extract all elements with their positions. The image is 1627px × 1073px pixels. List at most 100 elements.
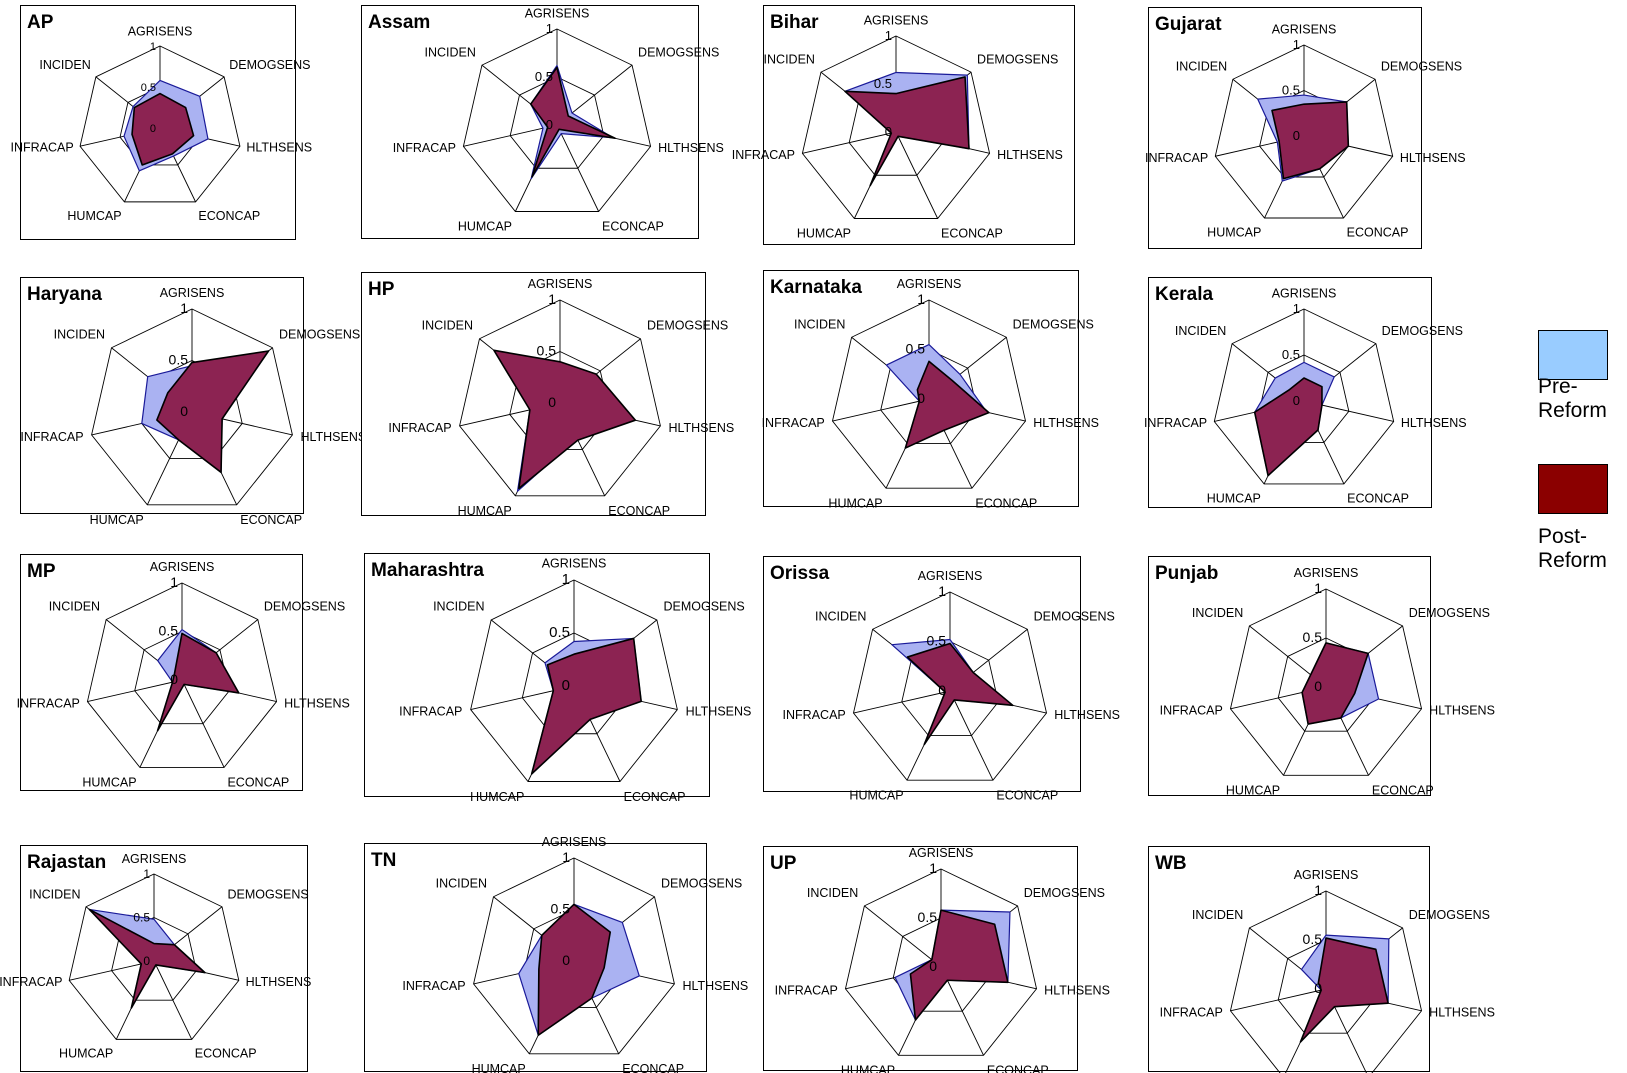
axis-label-inciden: INCIDEN [1192,606,1243,620]
grid-ring-outer [79,45,241,203]
tick-label: 0 [1293,393,1300,408]
axis-label-inciden: INCIDEN [422,319,473,333]
axis-label-inciden: INCIDEN [815,609,866,623]
panel-title: Rajastan [27,852,106,873]
axis-label-inciden: INCIDEN [54,328,105,342]
grid-ring-mid [509,76,605,169]
tick-label: 0 [1314,980,1322,996]
legend: Pre- Reform Post- Reform [1538,330,1627,630]
axis-label-econcap: ECONCAP [608,504,670,518]
axis-label-inciden: INCIDEN [49,600,100,614]
axis-label-agrisens: AGRISENS [1272,23,1337,37]
grid-ring-outer [852,591,1048,781]
axis-label-humcap: HUMCAP [458,504,512,518]
axis-label-hlthsens: HLTHSENS [300,430,366,444]
axis-label-humcap: HUMCAP [841,1063,895,1073]
tick-label: 0.5 [1282,83,1300,98]
axis-label-agrisens: AGRISENS [1294,566,1359,580]
axis-label-infracap: INFRACAP [399,704,462,718]
radar-svg-wb: 00.51AGRISENSDEMOGSENSHLTHSENSECONCAPHUM… [1155,853,1495,1073]
axis-label-econcap: ECONCAP [975,496,1037,510]
axis-label-infracap: INFRACAP [762,416,825,430]
series-post-reform-maharashtra [530,637,642,775]
spoke-econcap [181,679,225,768]
spoke-infracap [463,124,558,147]
axis-label-demogsens: DEMOGSENS [1381,60,1462,74]
tick-label: 0 [143,954,150,968]
tick-label: 0 [938,682,946,698]
axis-label-hlthsens: HLTHSENS [284,696,350,710]
axis-label-agrisens: AGRISENS [525,6,590,20]
axis-label-inciden: INCIDEN [1175,324,1226,338]
series-post-reform-rajastan [88,908,206,1009]
tick-label: 0 [929,958,937,974]
axis-label-infracap: INFRACAP [1144,416,1207,430]
series-post-reform-assam [529,66,616,178]
tick-label: 0 [170,671,178,687]
axis-label-hlthsens: HLTHSENS [1400,151,1466,165]
axis-label-humcap: HUMCAP [67,209,121,223]
tick-label: 0 [562,677,570,694]
axis-label-demogsens: DEMOGSENS [664,600,745,614]
axis-label-infracap: INFRACAP [10,141,73,155]
tick-label: 1 [1293,301,1300,316]
axis-label-econcap: ECONCAP [1347,226,1409,240]
axis-label-humcap: HUMCAP [470,790,524,804]
radar-panel-orissa: 0 0.5 1 AGRISENS DEMOGSENS HLTHSENS ECONCAP HUM… [763,556,1120,802]
tick-label: 0 [180,403,188,419]
tick-label: 0 [150,123,156,135]
axis-label-hlthsens: HLTHSENS [1044,984,1110,998]
axis-label-inciden: INCIDEN [764,52,815,66]
panel-title: Kerala [1155,284,1214,305]
tick-label: 1 [150,41,156,53]
axis-label-agrisens: AGRISENS [1272,287,1337,301]
series-post-reform-up [909,909,1009,1021]
panel-title: Punjab [1155,563,1218,584]
grid-ring-outer [91,308,293,506]
series-post-reform-bihar [844,76,970,187]
axis-label-hlthsens: HLTHSENS [1429,1006,1495,1020]
tick-label: 0.5 [551,901,571,917]
axis-label-humcap: HUMCAP [1226,783,1280,797]
axis-label-humcap: HUMCAP [90,513,144,527]
radar-panel-mp: 0 0.5 1 AGRISENS DEMOGSENS HLTHSENS ECONCAP HUM… [17,554,350,791]
axis-label-demogsens: DEMOGSENS [1409,908,1490,922]
axis-label-hlthsens: HLTHSENS [686,704,752,718]
grid-ring-outer [459,299,661,497]
series-post-reform-karnataka [904,360,990,449]
axis-label-inciden: INCIDEN [436,877,487,891]
axis-label-econcap: ECONCAP [622,1062,684,1073]
tick-label: 0.5 [1303,629,1323,645]
tick-label: 0 [1314,678,1322,694]
axis-label-demogsens: DEMOGSENS [1034,609,1115,623]
grid-ring-mid [901,641,999,737]
tick-label: 0.5 [906,341,926,357]
panel-title: Haryana [27,284,102,305]
axis-label-agrisens: AGRISENS [160,286,225,300]
grid-ring-outer [801,35,991,219]
panel-title: TN [371,850,396,871]
axis-label-demogsens: DEMOGSENS [279,328,360,342]
spoke-econcap [949,690,994,781]
axis-label-econcap: ECONCAP [996,788,1058,802]
axis-label-hlthsens: HLTHSENS [658,141,724,155]
axis-label-inciden: INCIDEN [29,887,80,901]
legend-label-post-reform: Post- Reform [1538,525,1607,572]
spoke-infracap [832,398,930,422]
axis-label-econcap: ECONCAP [941,226,1003,240]
axis-label-agrisens: AGRISENS [542,835,607,849]
spoke-infracap [802,131,897,154]
tick-label: 1 [180,300,188,316]
tick-label: 0.5 [537,343,557,359]
axis-label-humcap: HUMCAP [1207,226,1261,240]
series-post-reform-kerala [1253,377,1323,477]
axis-label-econcap: ECONCAP [624,790,686,804]
panel-title: Karnataka [770,277,862,298]
tick-label: 0.5 [159,623,179,639]
radar-panel-punjab: 0 0.5 1 AGRISENS DEMOGSENS HLTHSENS ECONCAP HUM… [1148,556,1495,797]
tick-label: 1 [917,291,925,307]
axis-label-agrisens: AGRISENS [909,846,974,860]
